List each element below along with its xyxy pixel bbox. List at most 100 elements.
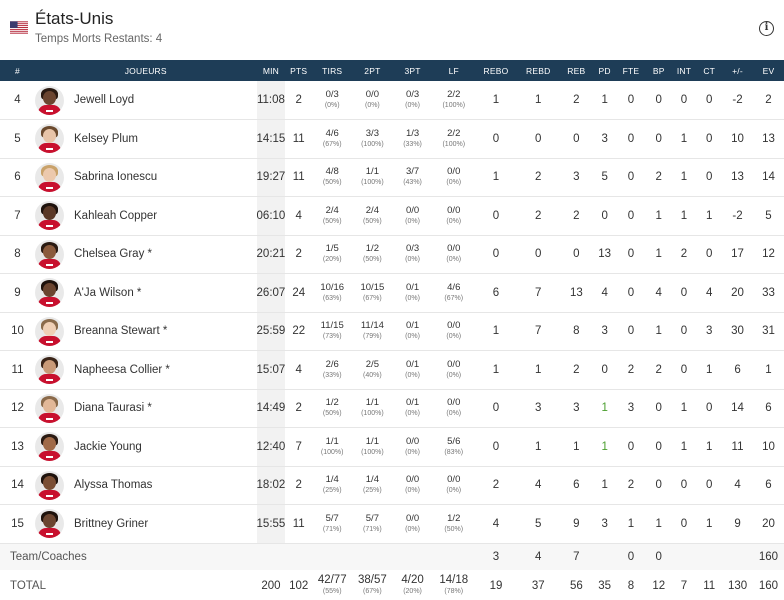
player-avatar <box>35 201 65 231</box>
three-pointers-made: 0/0 <box>405 512 420 524</box>
player-name[interactable]: Kelsey Plum <box>74 132 138 145</box>
player-cell[interactable]: Diana Taurasi * <box>35 389 256 428</box>
table-row: 8 Chelsea Gray * 20:21 2 1/5 (20%) 1/2 (50%) 0/3… <box>0 235 784 274</box>
column-header[interactable]: +/- <box>732 65 743 76</box>
free-throws-pct: (83%) <box>444 448 464 456</box>
total-rebounds: 8 <box>573 325 580 338</box>
two-pointers: 1/1 (100%) <box>352 428 392 467</box>
column-header[interactable]: REB <box>567 65 586 76</box>
field-goals-pct: (67%) <box>322 140 342 148</box>
blocks: 1 <box>706 517 713 530</box>
player-cell[interactable]: Napheesa Collier * <box>35 351 256 390</box>
player-cell[interactable]: A'Ja Wilson * <box>35 274 256 313</box>
player-cell[interactable]: Jewell Loyd <box>35 81 256 120</box>
player-name[interactable]: Napheesa Collier * <box>74 363 170 376</box>
free-throws-pct: (0%) <box>446 487 462 495</box>
free-throws: 4/6 (67%) <box>433 274 475 313</box>
free-throws-made: 0/0 <box>447 204 461 216</box>
column-header[interactable]: MIN <box>262 65 280 76</box>
column-header[interactable]: PTS <box>290 65 308 76</box>
column-header[interactable]: 2PT <box>364 65 381 76</box>
player-cell[interactable]: Brittney Griner <box>35 505 256 544</box>
three-pointers-pct: (0%) <box>405 371 420 379</box>
player-name[interactable]: Sabrina Ionescu <box>74 171 158 184</box>
jersey-number: 9 <box>14 286 21 299</box>
column-header[interactable]: INT <box>676 65 692 76</box>
column-header[interactable]: CT <box>703 65 716 76</box>
two-pointers-pct: (25%) <box>363 487 382 495</box>
free-throws-made: 0/0 <box>447 358 461 370</box>
column-header[interactable]: REBO <box>483 65 509 76</box>
player-avatar <box>35 509 65 539</box>
player-name[interactable]: A'Ja Wilson * <box>74 286 142 299</box>
column-header[interactable]: 3PT <box>404 65 421 76</box>
table-row: 13 Jackie Young 12:40 7 1/1 (100%) 1/1 (100%) 0/… <box>0 427 784 467</box>
column-header[interactable]: PD <box>598 65 611 76</box>
column-header[interactable]: FTE <box>622 65 640 76</box>
player-cell[interactable]: Jackie Young <box>35 428 256 467</box>
column-header[interactable]: REBD <box>526 65 551 76</box>
blocks: 1 <box>706 440 713 453</box>
steals: 0 <box>680 363 688 376</box>
player-name[interactable]: Alyssa Thomas <box>74 479 153 492</box>
free-throws-made: 5/6 <box>447 435 461 447</box>
plus-minus: -2 <box>732 94 743 106</box>
player-cell[interactable]: Kelsey Plum <box>35 120 256 159</box>
player-avatar <box>35 470 65 500</box>
column-header[interactable]: JOUEURS <box>124 65 167 76</box>
three-pointers-pct: (0%) <box>405 102 420 109</box>
offensive-rebounds: 4 <box>492 517 500 530</box>
two-pointers: 2/5 (40%) <box>352 351 392 390</box>
steals: 2 <box>680 248 688 261</box>
two-pointers-pct: (67%) <box>363 294 382 302</box>
jersey-number: 14 <box>11 479 24 492</box>
two-pointers-made: 1/4 <box>365 474 379 486</box>
efficiency: 33 <box>762 286 775 299</box>
efficiency: 20 <box>762 517 775 530</box>
column-header[interactable]: LF <box>448 65 459 76</box>
info-icon[interactable]: i <box>759 21 774 36</box>
player-name[interactable]: Chelsea Gray * <box>74 248 152 261</box>
three-pointers-made: 0/1 <box>405 320 420 332</box>
free-throws: 2/2 (100%) <box>433 120 475 159</box>
plus-minus: 4 <box>734 479 741 492</box>
player-name[interactable]: Jewell Loyd <box>74 94 135 106</box>
player-cell[interactable]: Chelsea Gray * <box>35 235 256 274</box>
column-header[interactable]: # <box>15 65 20 76</box>
plus-minus: 14 <box>731 402 744 415</box>
player-cell[interactable]: Kahleah Copper <box>35 197 256 236</box>
points: 2 <box>295 248 302 261</box>
player-name[interactable]: Brittney Griner <box>74 517 149 530</box>
player-name[interactable]: Breanna Stewart * <box>74 325 168 338</box>
jersey-number: 15 <box>11 517 24 530</box>
minutes: 14:15 <box>256 119 286 158</box>
field-goals: 1/1 (100%) <box>312 428 352 467</box>
free-throws-pct: (0%) <box>446 217 462 225</box>
player-name[interactable]: Diana Taurasi * <box>74 402 152 415</box>
points: 11 <box>292 171 305 184</box>
table-row: 9 A'Ja Wilson * 26:07 24 10/16 (63%) 10/15 (67%… <box>0 273 784 313</box>
total-rebounds: 0 <box>573 132 580 145</box>
player-avatar <box>35 432 65 462</box>
points: 2 <box>295 479 302 492</box>
player-name[interactable]: Kahleah Copper <box>74 209 158 222</box>
player-cell[interactable]: Breanna Stewart * <box>35 312 256 351</box>
turnovers: 1 <box>655 248 662 261</box>
field-goals: 1/4 (25%) <box>312 466 352 505</box>
player-name[interactable]: Jackie Young <box>74 440 142 453</box>
two-pointers-pct: (40%) <box>363 371 382 379</box>
player-cell[interactable]: Alyssa Thomas <box>35 466 256 505</box>
player-cell[interactable]: Sabrina Ionescu <box>35 158 256 197</box>
column-header[interactable]: EV <box>762 65 775 76</box>
team-stat: 0 <box>627 550 635 563</box>
assists: 1 <box>601 479 608 492</box>
three-pointers-made: 0/0 <box>405 204 420 216</box>
team-stat: 3 <box>492 550 500 563</box>
three-pointers-pct: (0%) <box>405 256 420 264</box>
offensive-rebounds: 0 <box>492 209 500 222</box>
jersey-number: 5 <box>14 132 21 145</box>
column-header[interactable]: BP <box>652 65 665 76</box>
points: 24 <box>292 286 306 299</box>
column-header[interactable]: TIRS <box>322 65 343 76</box>
free-throws: 0/0 (0%) <box>433 312 475 351</box>
